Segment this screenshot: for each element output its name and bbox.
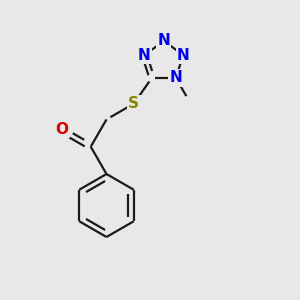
Text: N: N xyxy=(158,34,170,49)
Text: O: O xyxy=(56,122,68,137)
Text: N: N xyxy=(138,48,151,63)
Text: S: S xyxy=(128,96,139,111)
Text: N: N xyxy=(177,48,190,63)
Text: N: N xyxy=(169,70,182,86)
